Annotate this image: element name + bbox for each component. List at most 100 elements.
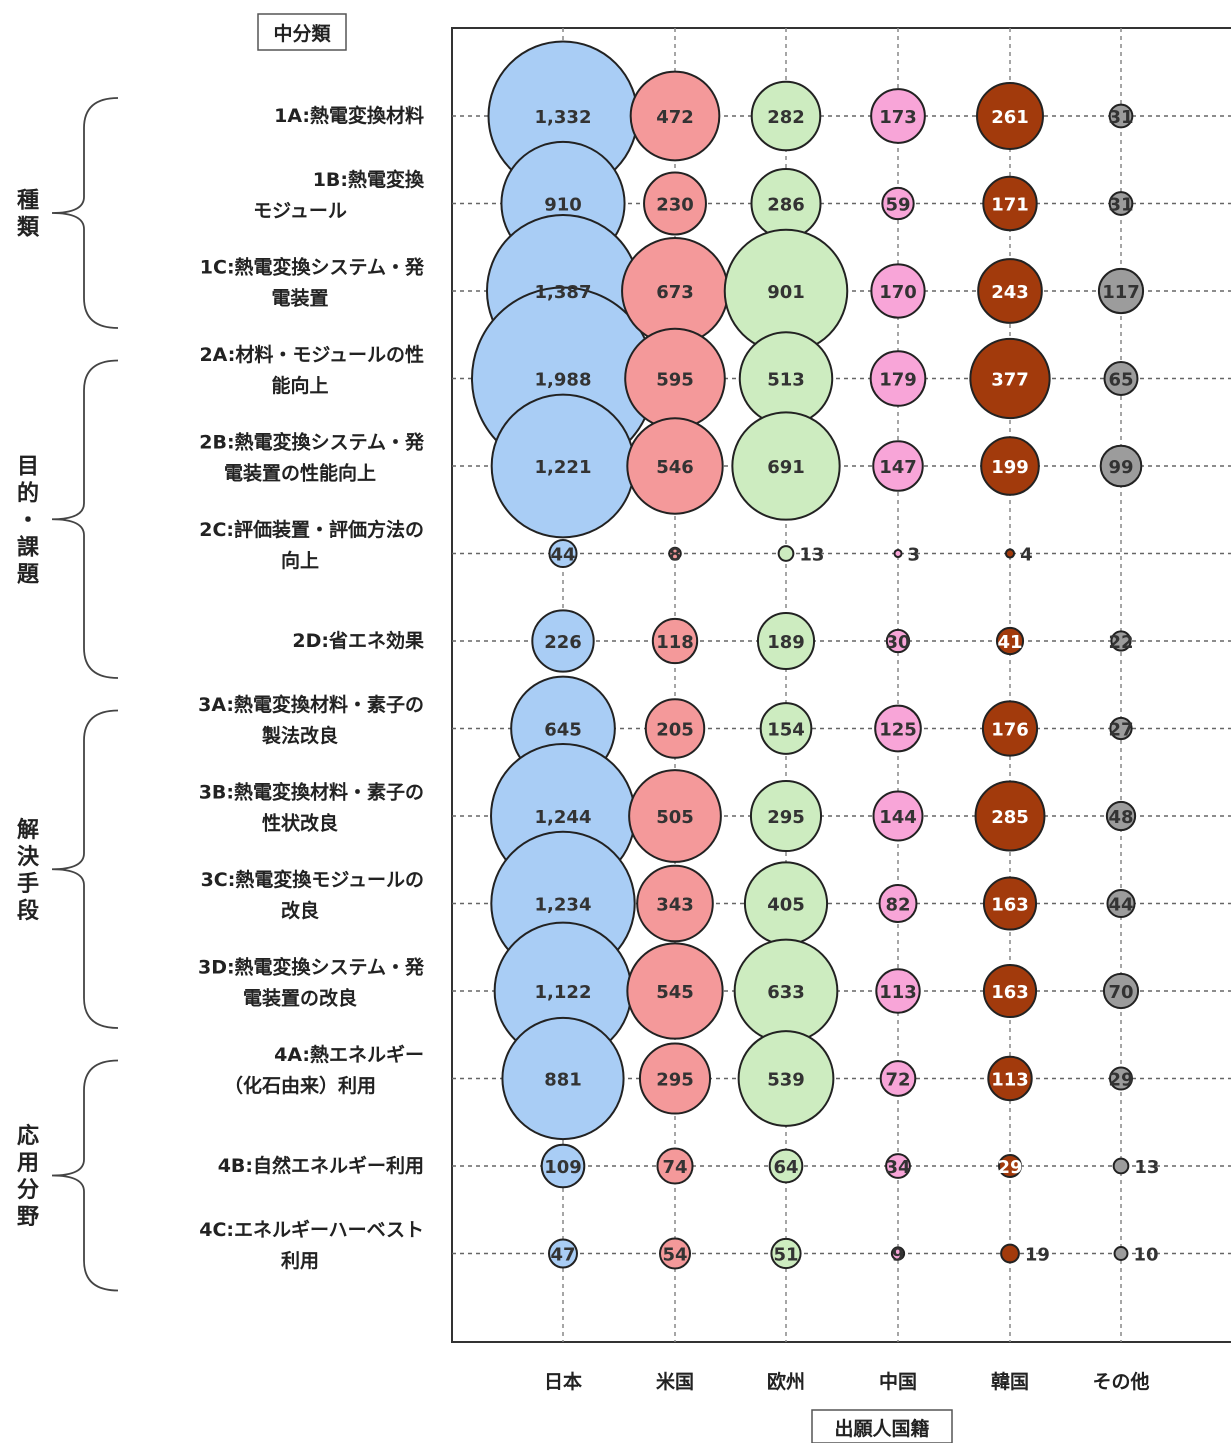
bubble — [1109, 1066, 1133, 1091]
bubble — [548, 1238, 578, 1269]
bubble — [644, 698, 706, 759]
bubble — [548, 538, 578, 569]
category-label: 3B:熱電変換材料・素子の — [199, 781, 424, 804]
bubble — [872, 790, 924, 842]
bubble — [1099, 444, 1143, 488]
data-label: 29 — [997, 1157, 1022, 1178]
bubble — [878, 884, 918, 923]
data-label: 51 — [773, 1245, 798, 1266]
bubble — [1004, 548, 1016, 559]
data-label: 125 — [879, 720, 917, 741]
data-label: 910 — [544, 195, 582, 216]
group-label: 目的・課題 — [17, 454, 40, 587]
data-label: 59 — [885, 195, 910, 216]
bubbles-layer — [471, 40, 1145, 1270]
bubble — [628, 769, 722, 863]
bubble — [995, 626, 1025, 656]
data-label: 179 — [879, 370, 917, 391]
data-label: 117 — [1102, 282, 1140, 303]
bubble — [636, 864, 714, 943]
group-brace — [51, 709, 119, 1029]
category-label: 1B:熱電変換 — [313, 168, 425, 191]
bubble — [875, 968, 921, 1014]
bubble — [969, 337, 1051, 420]
bubble — [869, 350, 927, 407]
category-label: 4A:熱エネルギー — [274, 1043, 424, 1066]
category-label: 製法改良 — [261, 724, 338, 747]
bubble — [870, 263, 926, 319]
bubble — [872, 440, 924, 492]
data-label: 1,122 — [535, 982, 592, 1003]
bubble — [1113, 1246, 1129, 1261]
data-label: 405 — [767, 895, 805, 916]
title-box — [257, 13, 347, 51]
data-label: 205 — [656, 720, 694, 741]
x-tick-label: 日本 — [544, 1370, 582, 1393]
data-label: 881 — [544, 1070, 582, 1091]
bubble — [749, 779, 823, 853]
data-label: 1,387 — [535, 282, 592, 303]
x-tick-label: その他 — [1092, 1370, 1149, 1393]
bubble — [1109, 716, 1133, 741]
bubble — [870, 88, 926, 144]
data-label: 163 — [991, 982, 1029, 1003]
data-label: 243 — [991, 282, 1029, 303]
category-label: 電装置の改良 — [243, 987, 357, 1010]
bubble — [531, 609, 595, 673]
data-label: 513 — [767, 370, 805, 391]
data-label: 144 — [879, 807, 917, 828]
x-tick-label: 欧州 — [767, 1370, 805, 1393]
bubble — [976, 82, 1044, 150]
data-label: 673 — [656, 282, 694, 303]
data-label: 1,332 — [535, 107, 592, 128]
category-label: 向上 — [281, 549, 319, 572]
data-label: 595 — [656, 370, 694, 391]
x-tick-label: 米国 — [656, 1370, 694, 1393]
bubble — [982, 175, 1038, 232]
data-label: 34 — [885, 1157, 910, 1178]
data-label: 47 — [550, 1245, 575, 1266]
bubble — [974, 780, 1046, 852]
data-label: 282 — [767, 107, 805, 128]
data-label: 109 — [544, 1157, 582, 1178]
data-label: 645 — [544, 720, 582, 741]
data-label: 113 — [879, 982, 917, 1003]
bubble — [1110, 630, 1132, 652]
chart-title: 中分類 — [273, 22, 331, 45]
category-label: 電装置の性能向上 — [224, 462, 376, 485]
data-label: 9 — [892, 1245, 905, 1266]
group-brace — [51, 97, 119, 329]
category-label: （化石由来）利用 — [224, 1074, 376, 1097]
bubble — [874, 704, 922, 753]
data-label: 10 — [1133, 1245, 1158, 1266]
bubble — [1108, 191, 1134, 216]
data-label: 54 — [662, 1245, 687, 1266]
bubble — [731, 411, 841, 521]
data-label: 3 — [908, 545, 921, 566]
data-label: 29 — [1108, 1070, 1133, 1091]
bubble — [987, 1055, 1033, 1102]
category-label: モジュール — [253, 200, 347, 222]
category-label: 2D:省エネ効果 — [292, 629, 424, 652]
bubble — [881, 186, 915, 221]
data-label: 171 — [991, 195, 1029, 216]
bubble — [759, 702, 813, 755]
data-label: 13 — [799, 545, 824, 566]
data-label: 31 — [1108, 107, 1133, 128]
group-label: 解決手段 — [17, 817, 40, 924]
data-label: 691 — [767, 457, 805, 478]
bubble — [626, 942, 724, 1040]
data-label: 44 — [550, 545, 575, 566]
data-label: 285 — [991, 807, 1029, 828]
category-label: 電装置 — [271, 287, 328, 310]
bubble — [501, 1016, 625, 1141]
bubble — [768, 1148, 804, 1184]
data-label: 8 — [669, 545, 682, 566]
group-label: 応用分野 — [17, 1123, 39, 1230]
data-label: 27 — [1108, 720, 1133, 741]
data-label: 154 — [767, 720, 805, 741]
bubble — [629, 70, 721, 162]
data-label: 4 — [1020, 545, 1033, 566]
bubble — [885, 1153, 911, 1179]
data-label: 170 — [879, 282, 917, 303]
